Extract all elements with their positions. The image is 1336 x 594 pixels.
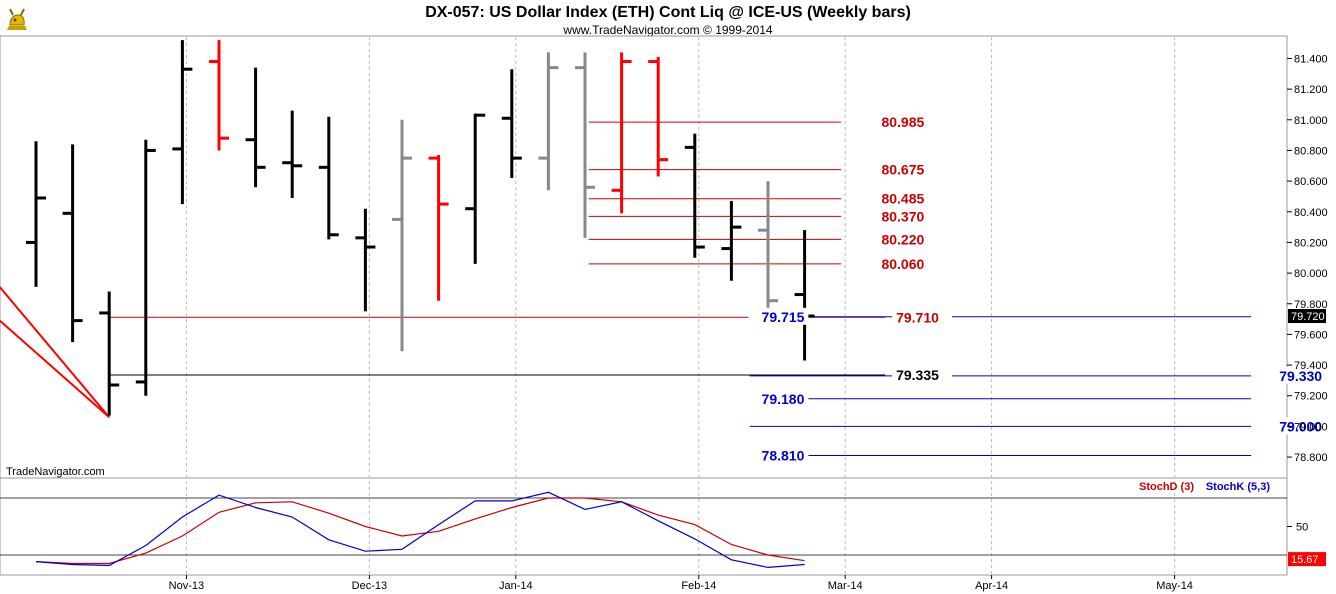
chart-title: DX-057: US Dollar Index (ETH) Cont Liq @… bbox=[425, 4, 911, 21]
stochd-line bbox=[35, 497, 805, 565]
y-axis-label: 81.400 bbox=[1294, 53, 1328, 65]
trendlines bbox=[0, 285, 110, 418]
level-label-bg bbox=[892, 366, 953, 384]
level-label-bg bbox=[877, 189, 938, 207]
level-label-bg bbox=[1266, 366, 1327, 384]
chart-subtitle: www.TradeNavigator.com © 1999-2014 bbox=[562, 23, 772, 37]
price-y-axis: 81.400 81.200 81.000 80.800 80.600 80.400 80.2… bbox=[1287, 53, 1328, 464]
ohlc-bar bbox=[355, 208, 376, 312]
ohlc-bar bbox=[26, 141, 46, 287]
level-label-bg bbox=[877, 207, 938, 225]
level-label: 79.180 bbox=[762, 391, 805, 407]
last-stoch-tag bbox=[1288, 552, 1326, 567]
level-label-bg bbox=[748, 389, 809, 407]
y-axis-label: 80.600 bbox=[1294, 176, 1328, 188]
y-axis-label: 78.800 bbox=[1294, 452, 1328, 464]
y-axis-label: 81.200 bbox=[1294, 84, 1328, 96]
y-axis-label: 79.000 bbox=[1294, 421, 1328, 433]
ohlc-bar bbox=[758, 181, 778, 320]
y-axis-label: 79.600 bbox=[1294, 329, 1328, 341]
ohlc-bar bbox=[172, 40, 193, 205]
y-axis-label: 79.400 bbox=[1294, 360, 1328, 372]
level-label: 79.715 bbox=[762, 309, 805, 325]
level-label: 80.985 bbox=[881, 114, 924, 130]
ohlc-bar bbox=[611, 52, 632, 214]
last-price-label: 79.720 bbox=[1291, 311, 1325, 323]
ohlc-bar bbox=[684, 133, 705, 258]
ohlc-bar bbox=[721, 201, 742, 281]
level-label: 80.220 bbox=[881, 231, 924, 247]
level-label: 79.000 bbox=[1279, 418, 1322, 434]
level-label: 80.485 bbox=[881, 191, 924, 207]
y-axis-label: 80.200 bbox=[1294, 237, 1328, 249]
x-axis-label: May-14 bbox=[1156, 580, 1193, 592]
stochastic-lines bbox=[35, 491, 805, 569]
level-label-bg bbox=[748, 446, 809, 464]
ohlc-bar bbox=[428, 155, 449, 301]
ohlc-bar bbox=[465, 113, 486, 264]
ohlc-bar bbox=[392, 119, 412, 352]
x-axis-label: Apr-14 bbox=[975, 580, 1008, 592]
trading-bull-logo-icon bbox=[4, 6, 30, 34]
level-label: 80.060 bbox=[881, 256, 924, 272]
ohlc-bar bbox=[501, 69, 522, 179]
level-label-bg bbox=[877, 160, 938, 178]
y-axis-label: 80.400 bbox=[1294, 207, 1328, 219]
ohlc-bar bbox=[538, 52, 559, 191]
level-label-bg bbox=[1266, 417, 1327, 435]
y-axis-label: 79.800 bbox=[1294, 299, 1328, 311]
y-axis-label: 80.800 bbox=[1294, 145, 1328, 157]
y-axis-label: 79.200 bbox=[1294, 391, 1328, 403]
stoch-y-axis-label: 50 bbox=[1296, 522, 1308, 534]
level-label: 79.335 bbox=[896, 367, 939, 383]
ohlc-bar bbox=[318, 116, 339, 240]
last-price-tag bbox=[1288, 309, 1326, 324]
x-axis-label: Dec-13 bbox=[352, 580, 387, 592]
last-stoch-label: 15.67 bbox=[1291, 554, 1319, 566]
level-label-bg bbox=[892, 308, 953, 326]
level-label: 79.330 bbox=[1279, 368, 1322, 384]
legend-stochd: StochD (3) bbox=[1139, 481, 1194, 493]
level-label-bg bbox=[877, 113, 938, 131]
trendline bbox=[0, 319, 110, 418]
ohlc-bar bbox=[282, 110, 303, 198]
ohlc-bar bbox=[209, 40, 229, 151]
y-axis-label: 80.000 bbox=[1294, 268, 1328, 280]
level-label-bg bbox=[748, 307, 809, 325]
legend-stochk: StochK (5,3) bbox=[1206, 481, 1271, 493]
stochk-line bbox=[35, 491, 805, 569]
watermark-text: TradeNavigator.com bbox=[6, 466, 105, 478]
level-label: 80.675 bbox=[881, 162, 924, 178]
x-axis-label: Nov-13 bbox=[169, 580, 204, 592]
level-label-bg bbox=[877, 254, 938, 272]
price-bars bbox=[26, 40, 815, 416]
level-label: 80.370 bbox=[881, 208, 924, 224]
ohlc-bar bbox=[575, 52, 595, 238]
ohlc-bar bbox=[245, 67, 266, 188]
y-axis-label: 81.000 bbox=[1294, 115, 1328, 127]
ohlc-bar bbox=[648, 56, 669, 177]
level-label: 78.810 bbox=[762, 448, 805, 464]
x-axis-label: Feb-14 bbox=[681, 580, 716, 592]
ohlc-bar bbox=[62, 144, 83, 343]
trendline bbox=[0, 285, 110, 418]
date-x-axis: Nov-13 Dec-13 Jan-14 Feb-14 Mar-14 Apr-14 May-… bbox=[169, 575, 1193, 592]
ohlc-bar bbox=[135, 139, 156, 396]
x-axis-label: Jan-14 bbox=[499, 580, 533, 592]
x-axis-label: Mar-14 bbox=[828, 580, 863, 592]
stochastic-y-axis: 50 15.67 bbox=[1287, 522, 1326, 567]
level-label-bg bbox=[877, 230, 938, 248]
level-label: 79.710 bbox=[896, 309, 939, 325]
ohlc-bar bbox=[99, 291, 120, 416]
